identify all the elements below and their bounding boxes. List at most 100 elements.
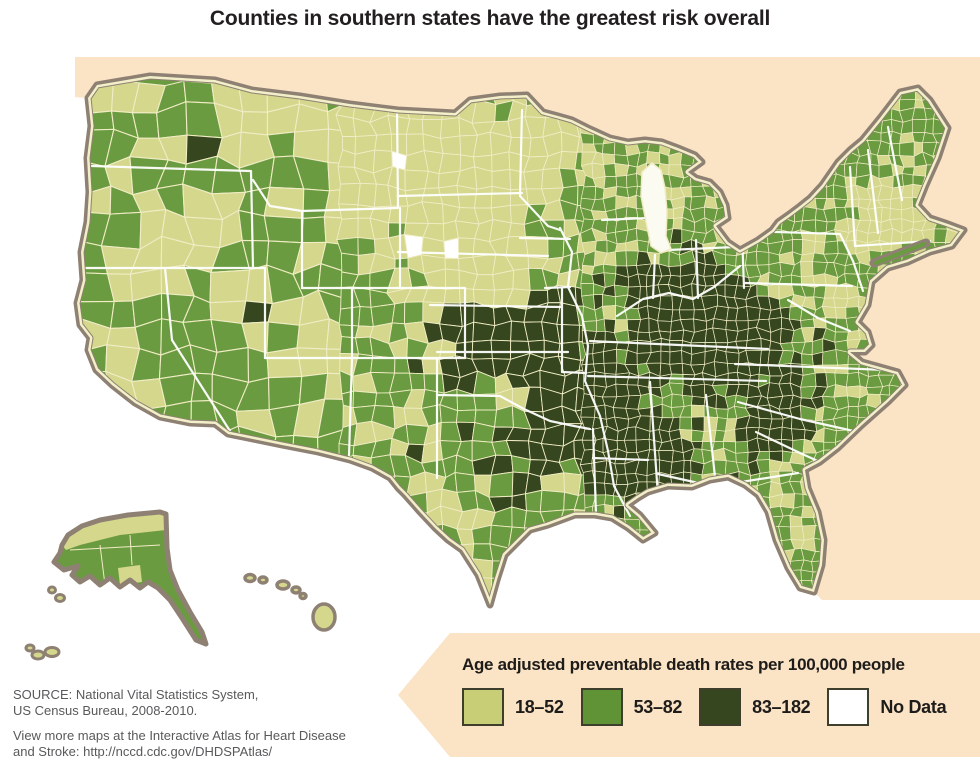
county [603, 263, 617, 275]
county [357, 236, 376, 256]
county [472, 543, 494, 562]
county [443, 287, 461, 304]
county [296, 347, 329, 378]
map-legend: Age adjusted preventable death rates per… [398, 633, 980, 757]
county [547, 236, 565, 260]
county [444, 268, 460, 290]
county [691, 416, 705, 432]
county [668, 265, 682, 277]
county [454, 472, 476, 493]
county [626, 173, 638, 188]
county [471, 339, 493, 360]
county [800, 318, 815, 329]
county [735, 441, 749, 454]
county [657, 308, 674, 322]
lake-michigan [640, 162, 672, 254]
alaska-inset [24, 509, 209, 661]
county [781, 426, 794, 441]
county [681, 394, 693, 407]
county [512, 267, 531, 291]
county [507, 222, 526, 238]
county [636, 239, 649, 253]
county [580, 186, 597, 201]
county [703, 416, 719, 432]
county [890, 197, 902, 211]
legend-item: 53–82 [580, 688, 682, 726]
county [614, 250, 628, 267]
source-line: US Census Bureau, 2008-2010. [13, 703, 198, 718]
county [240, 111, 269, 136]
county [847, 395, 861, 407]
county [672, 216, 683, 230]
county [438, 152, 462, 175]
county [601, 305, 617, 321]
county [488, 471, 514, 498]
county [814, 372, 828, 388]
county [539, 489, 565, 513]
county [444, 257, 460, 271]
county [580, 406, 596, 418]
county [603, 362, 618, 375]
county [614, 242, 627, 253]
long-island-fill [874, 242, 926, 265]
county [490, 339, 512, 360]
county [756, 283, 769, 297]
source-note: SOURCE: National Vital Statistics System… [13, 687, 346, 760]
county [756, 250, 770, 266]
county [779, 493, 796, 509]
county [735, 452, 749, 464]
county [263, 215, 304, 244]
county [602, 153, 616, 166]
county [734, 394, 748, 409]
county [888, 143, 901, 156]
county [556, 323, 580, 345]
county [525, 489, 543, 513]
legend-item: No Data [827, 688, 947, 726]
legend-label: 18–52 [515, 696, 564, 717]
county [301, 216, 327, 244]
county [823, 240, 839, 255]
county [539, 472, 565, 493]
county [901, 173, 914, 187]
county [889, 208, 903, 220]
county [683, 460, 692, 474]
county [455, 409, 477, 424]
county [734, 427, 748, 443]
county [924, 118, 934, 135]
county [791, 428, 806, 441]
county [725, 351, 740, 365]
county [579, 132, 594, 145]
county [846, 330, 861, 341]
county [490, 185, 512, 209]
county [456, 184, 478, 209]
county [722, 428, 736, 443]
county [789, 514, 803, 528]
county [912, 164, 928, 177]
county [703, 275, 716, 287]
county [899, 141, 915, 157]
county [603, 163, 617, 177]
county [691, 395, 706, 406]
county [338, 182, 361, 206]
county [357, 182, 377, 208]
county [405, 118, 424, 135]
legend-swatch-medium [580, 688, 623, 726]
county [338, 305, 361, 327]
county [646, 151, 661, 164]
county [183, 80, 216, 104]
county [471, 99, 497, 124]
county [241, 300, 273, 325]
county [394, 257, 409, 269]
legend-swatch-dark [699, 688, 742, 726]
county [627, 329, 639, 342]
county [457, 237, 476, 260]
county [691, 429, 705, 443]
county [813, 241, 826, 255]
legend-title: Age adjusted preventable death rates per… [462, 655, 905, 674]
county [209, 269, 251, 304]
county [109, 300, 136, 330]
county [826, 184, 835, 199]
county [592, 351, 605, 365]
